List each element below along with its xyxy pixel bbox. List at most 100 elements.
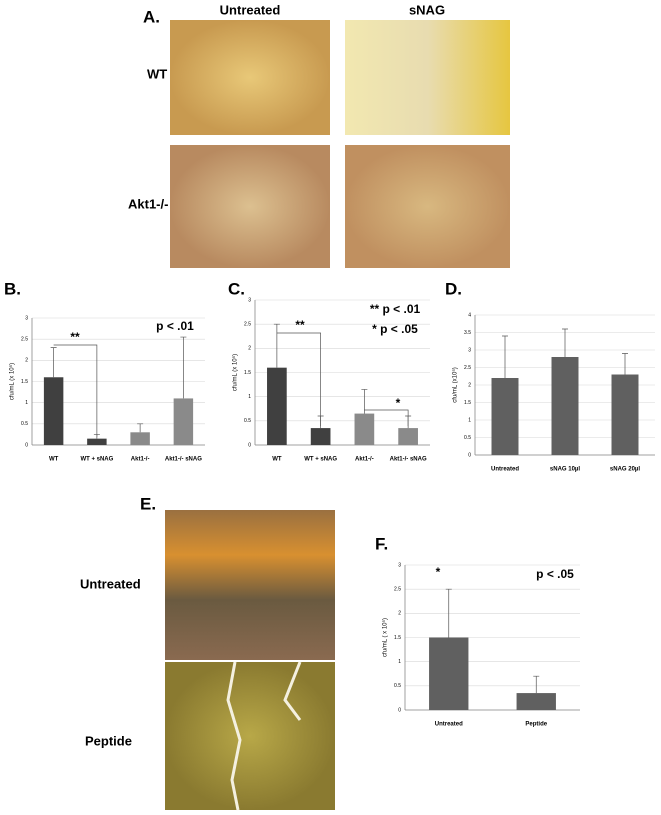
error-bar	[361, 389, 368, 414]
bar	[43, 377, 64, 445]
annotation: * p < .05	[372, 322, 418, 336]
tissue-crack	[226, 661, 302, 811]
y-tick-label: 0	[248, 442, 251, 448]
y-axis-label: cfu/mL ( x 10⁵)	[382, 618, 389, 657]
row-label: Akt1-/-	[128, 196, 168, 211]
x-tick-label: Akt1-/- sNAG	[390, 457, 427, 463]
bar	[491, 378, 519, 455]
histology-image	[165, 510, 335, 660]
bar	[354, 413, 375, 445]
error-bar	[502, 335, 508, 378]
column-label: sNAG	[409, 2, 445, 17]
bar	[267, 367, 287, 445]
y-tick-label: 0.5	[464, 435, 471, 441]
bar	[429, 637, 469, 710]
x-tick-label: sNAG 10µl	[550, 467, 580, 473]
bar	[173, 398, 194, 445]
annotation: *	[436, 565, 441, 579]
x-tick-label: sNAG 20µl	[610, 467, 640, 473]
y-tick-label: 1.5	[464, 400, 471, 406]
y-tick-label: 2	[398, 611, 401, 617]
x-tick-label: Peptide	[525, 722, 547, 728]
x-tick-label: WT + sNAG	[80, 457, 113, 463]
panel-label: F.	[375, 534, 388, 553]
annotation: p < .05	[536, 567, 574, 581]
x-tick-label: WT	[49, 457, 59, 463]
annotation: **	[70, 330, 80, 344]
error-bar	[180, 336, 187, 399]
bar	[398, 428, 418, 445]
y-tick-label: 1.5	[394, 635, 401, 641]
row-label: WT	[147, 66, 167, 81]
y-tick-label: 2.5	[394, 586, 401, 592]
annotation: *	[396, 396, 401, 410]
y-tick-label: 1.5	[244, 370, 251, 376]
bar	[551, 357, 579, 455]
histology-images	[165, 20, 510, 811]
y-axis-label: cfu/mL (x10⁵)	[452, 367, 459, 403]
y-tick-label: 0	[25, 442, 28, 448]
x-tick-label: Untreated	[491, 467, 519, 473]
significance-bracket	[364, 409, 409, 427]
error-bar	[50, 347, 57, 378]
y-tick-label: 3	[25, 315, 28, 321]
annotation: ** p < .01	[370, 302, 421, 316]
y-tick-label: 3.5	[464, 330, 471, 336]
error-bar	[622, 353, 628, 375]
y-tick-label: 0.5	[394, 683, 401, 689]
x-tick-label: Akt1-/-	[355, 457, 374, 463]
y-tick-label: 2	[248, 346, 251, 352]
error-bar	[137, 423, 144, 433]
y-tick-label: 3	[398, 562, 401, 568]
panel-label: A.	[143, 7, 160, 26]
x-tick-label: WT	[272, 457, 282, 463]
x-tick-label: Akt1-/- sNAG	[165, 457, 202, 463]
y-tick-label: 0	[468, 452, 471, 458]
bar	[87, 438, 107, 445]
error-bar	[445, 588, 452, 638]
histology-image	[170, 20, 330, 135]
panel-label: E.	[140, 494, 156, 513]
y-tick-label: 0.5	[21, 421, 28, 427]
error-bar	[562, 328, 568, 357]
bar	[130, 432, 150, 445]
panel-label: B.	[4, 279, 21, 298]
panel-label: D.	[445, 279, 462, 298]
x-tick-label: WT + sNAG	[304, 457, 337, 463]
y-tick-label: 3	[468, 347, 471, 353]
bar	[611, 374, 639, 455]
y-tick-label: 2	[468, 382, 471, 388]
significance-bracket	[53, 344, 98, 437]
x-tick-label: Untreated	[435, 722, 463, 728]
bar	[310, 428, 331, 445]
y-tick-label: 2.5	[244, 321, 251, 327]
x-tick-label: Akt1-/-	[131, 457, 150, 463]
y-tick-label: 1	[398, 659, 401, 665]
y-tick-label: 0	[398, 707, 401, 713]
y-tick-label: 1	[248, 394, 251, 400]
y-tick-label: 1	[25, 400, 28, 406]
y-tick-label: 2	[25, 358, 28, 364]
y-tick-label: 1.5	[21, 379, 28, 385]
y-axis-label: cfu/mL (x 10⁵)	[9, 363, 16, 400]
y-tick-label: 4	[468, 312, 471, 318]
y-tick-label: 1	[468, 417, 471, 423]
row-label: Peptide	[85, 733, 132, 748]
histology-image	[165, 662, 335, 810]
histology-image	[345, 20, 510, 135]
y-tick-label: 2.5	[21, 336, 28, 342]
y-axis-label: cfu/mL (x 10⁵)	[232, 354, 239, 391]
y-tick-label: 2.5	[464, 365, 471, 371]
error-bar	[273, 323, 280, 368]
histology-image	[345, 145, 510, 268]
error-bar	[533, 675, 540, 694]
row-label: Untreated	[80, 576, 141, 591]
y-tick-label: 0.5	[244, 418, 251, 424]
panel-label: C.	[228, 279, 245, 298]
significance-bracket	[276, 332, 321, 427]
y-tick-label: 3	[248, 297, 251, 303]
annotation: p < .01	[156, 319, 194, 333]
histology-image	[170, 145, 330, 268]
annotation: **	[295, 318, 305, 332]
